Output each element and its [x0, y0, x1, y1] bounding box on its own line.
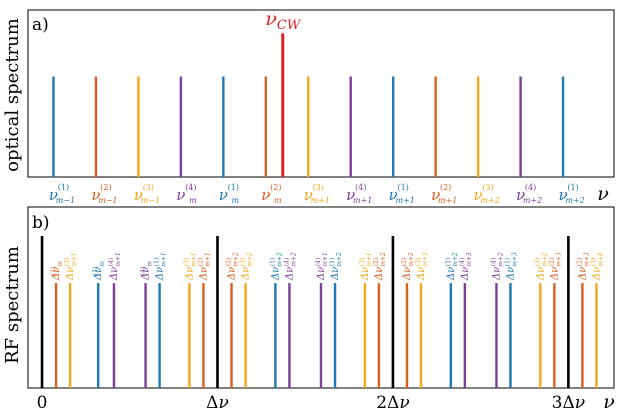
panel-a-cw: νCW — [265, 8, 302, 177]
panel-a-label: a) — [32, 15, 49, 35]
cw-label: νCW — [265, 8, 302, 33]
optical-line-label-5: ν(2) m — [261, 183, 282, 205]
panel-b-ylabel: RF spectrum — [2, 246, 23, 364]
rf-spectrum-panel: b) RF spectrum Δνm(2) Δνm+1(3)Δνm(1) Δνm+1… — [2, 206, 615, 413]
rf-line-label-11: Δνm+2(4) — [283, 252, 297, 281]
panel-b-line-labels: Δνm(2) Δνm+1(3)Δνm(1) Δνm+1(4)Δνm(4) Δνm+1(… — [50, 252, 604, 281]
rf-line-label-6: Δνm+1(3) — [183, 252, 197, 281]
rf-tick-label-3: 3Δν — [552, 393, 585, 413]
panel-a-tick-labels: ν(1) m−1 ν(2) m−1 ν(3) m−1 ν(4) m ν(1) m ν(2) m ν(3)… — [49, 183, 585, 205]
rf-line-label-9: Δνm+2(3) — [240, 252, 254, 281]
rf-line-label-15: Δνm+2(2) — [373, 252, 387, 281]
rf-line-label-1: Δνm+1(3) — [64, 252, 78, 281]
optical-line-label-8: ν(1) m+1 — [389, 183, 415, 205]
panel-a-ylabel: optical spectrum — [2, 18, 23, 172]
panel-b-black-lines — [40, 235, 570, 388]
rf-line-label-18: Δνm+2(1) — [445, 252, 459, 281]
rf-line-label-4: Δνm(4) — [140, 261, 154, 281]
optical-line-label-10: ν(3) m+2 — [474, 183, 500, 205]
optical-line-label-3: ν(4) m — [176, 183, 197, 205]
rf-tick-label-2: 2Δν — [376, 393, 409, 413]
rf-tick-label-0: 0 — [37, 393, 48, 413]
optical-line-label-12: ν(1) m+2 — [558, 183, 584, 205]
panel-b-lines — [54, 283, 598, 388]
rf-line-label-20: Δνm+2(4) — [490, 252, 504, 281]
optical-line-label-9: ν(2) m+1 — [431, 183, 457, 205]
rf-line-label-16: Δνm+2(2) — [401, 252, 415, 281]
rf-tick-label-1: Δν — [206, 393, 229, 413]
rf-line-label-21: Δνm+3(1) — [504, 252, 518, 281]
rf-line-label-22: Δνm+2(3) — [534, 252, 548, 281]
optical-line-label-6: ν(3) m+1 — [304, 183, 330, 205]
rf-line-label-19: Δνm+3(4) — [459, 252, 473, 281]
panel-a-axis-symbol: ν — [597, 183, 609, 205]
rf-line-label-7: Δνm+1(2) — [197, 252, 211, 281]
panel-a-frame — [27, 9, 615, 178]
rf-line-label-24: Δνm+3(2) — [576, 252, 590, 281]
rf-line-label-13: Δνm+2(1) — [329, 252, 343, 281]
rf-line-label-12: Δνm+1(4) — [315, 252, 329, 281]
optical-line-label-0: ν(1) m−1 — [49, 183, 75, 205]
optical-line-label-11: ν(4) m+2 — [516, 183, 542, 205]
panel-b-tick-labels: 0 Δν 2Δν 3Δν — [37, 393, 585, 413]
rf-line-label-23: Δνm+3(2) — [548, 252, 562, 281]
rf-line-label-14: Δνm+1(3) — [359, 252, 373, 281]
optical-line-label-7: ν(4) m+1 — [346, 183, 372, 205]
rf-line-label-17: Δνm+3(3) — [415, 252, 429, 281]
optical-line-label-4: ν(1) m — [219, 183, 240, 205]
panel-b-label: b) — [32, 213, 50, 233]
rf-line-label-25: Δνm+4(3) — [590, 252, 604, 281]
rf-line-label-2: Δνm(1) — [92, 261, 106, 281]
panel-a-lines — [52, 76, 565, 177]
panel-b-axis-symbol: ν — [603, 391, 615, 413]
rf-line-label-5: Δνm+1(1) — [154, 252, 168, 281]
rf-line-label-8: Δνm+2(2) — [226, 252, 240, 281]
rf-line-label-10: Δνm+2(1) — [269, 252, 283, 281]
rf-line-label-0: Δνm(2) — [50, 261, 64, 281]
rf-line-label-3: Δνm+1(4) — [108, 252, 122, 281]
optical-line-label-2: ν(3) m−1 — [134, 183, 160, 205]
optical-line-label-1: ν(2) m−1 — [91, 183, 117, 205]
optical-spectrum-panel: a) optical spectrum νCW ν(1) m−1 ν(2) m−1 ν(… — [2, 8, 615, 205]
